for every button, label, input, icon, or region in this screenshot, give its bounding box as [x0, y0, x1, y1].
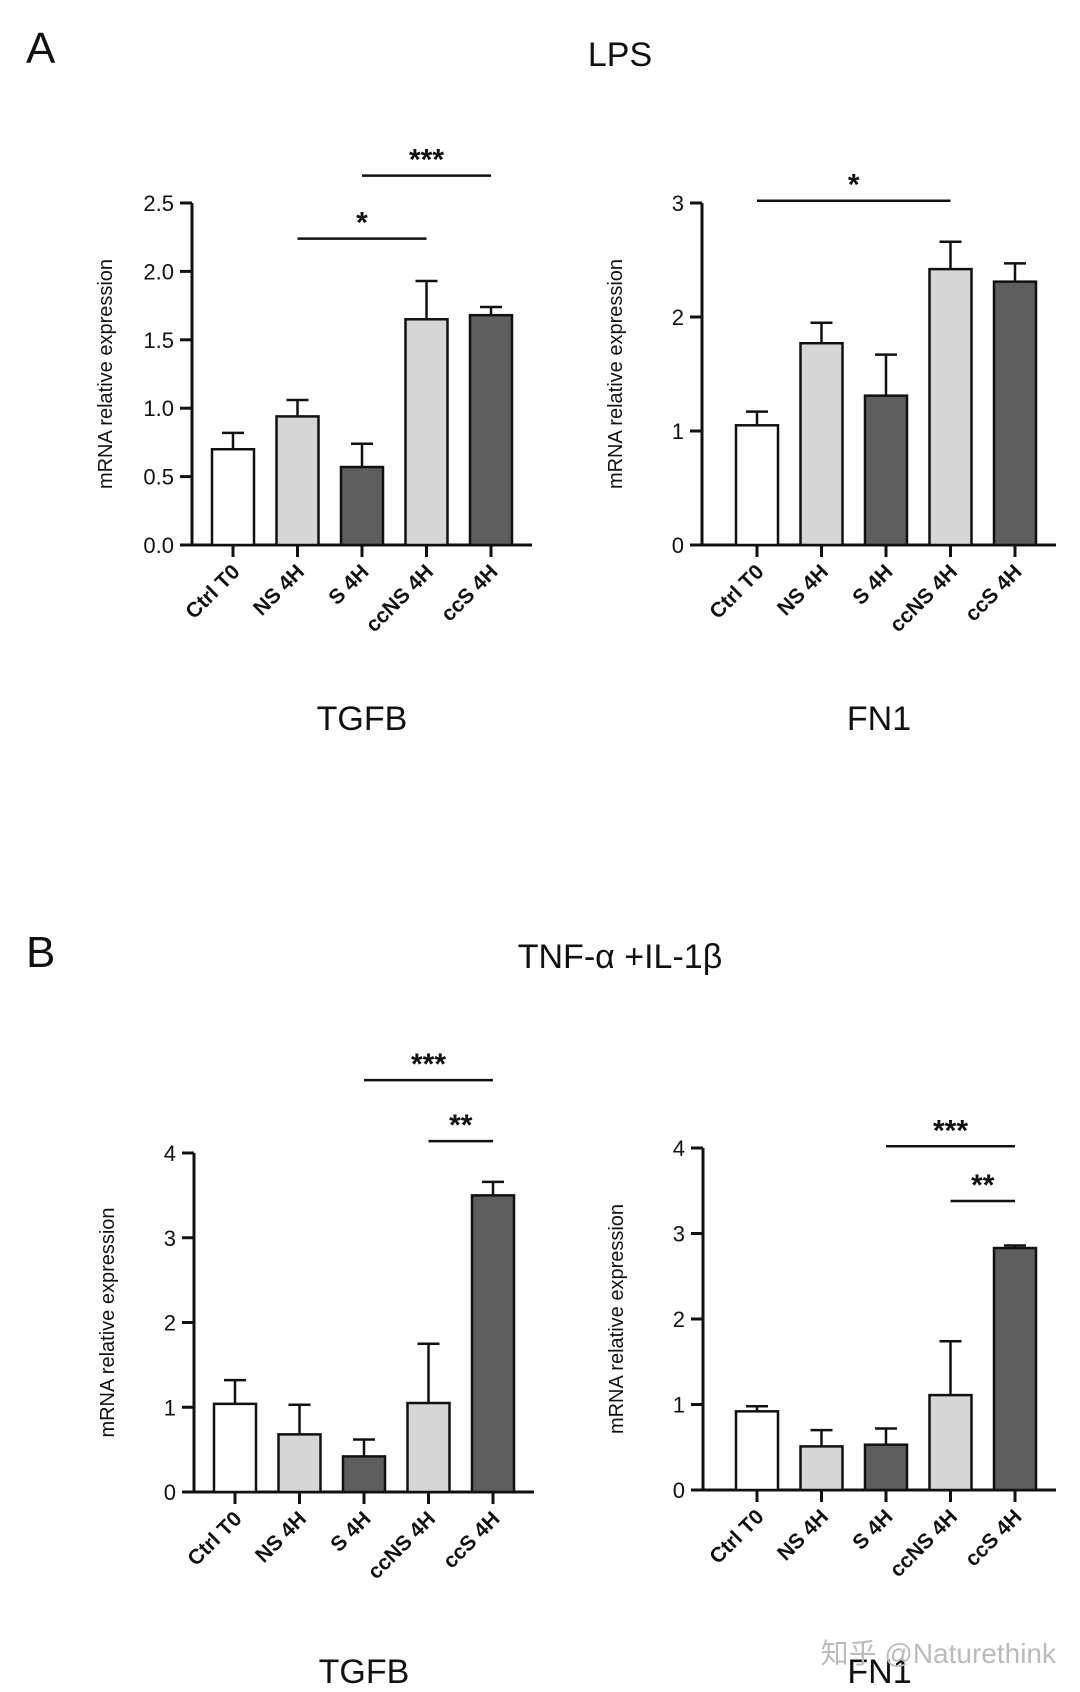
chart-title: TGFB: [319, 1653, 410, 1691]
x-tick-label: ccS 4H: [961, 560, 1027, 626]
chart-title: FN1: [847, 700, 911, 738]
x-tick-label: ccNS 4H: [362, 560, 439, 637]
significance-stars: **: [971, 1169, 995, 1202]
chart-title: TGFB: [317, 700, 408, 738]
panel-title-tnf: TNF-α +IL-1β: [517, 938, 723, 976]
bar-ctrl-t0: [734, 424, 780, 547]
y-tick-label: 0.5: [143, 465, 174, 490]
bar-s-4h: [863, 1443, 909, 1492]
panel-title-lps: LPS: [587, 36, 653, 74]
y-axis-label: mRNA relative expression: [606, 1204, 628, 1434]
x-tick-label: Ctrl T0: [705, 1505, 768, 1568]
y-axis-label: mRNA relative expression: [605, 259, 627, 489]
x-tick-label: S 4H: [848, 1505, 897, 1554]
y-tick-label: 1.0: [143, 396, 174, 421]
bar-s-4h: [341, 1455, 387, 1494]
bar-s-4h: [339, 465, 385, 547]
y-tick-label: 3: [673, 1222, 685, 1247]
significance-stars: *: [848, 169, 860, 202]
x-tick-label: NS 4H: [251, 1507, 311, 1567]
bar-ccs-4h: [992, 280, 1038, 547]
y-tick-label: 2.0: [143, 259, 174, 284]
chart-title: FN1: [847, 1653, 911, 1691]
x-tick-label: ccNS 4H: [886, 1505, 963, 1582]
significance-stars: **: [449, 1109, 473, 1142]
y-tick-label: 2: [672, 305, 684, 330]
y-tick-label: 2.5: [143, 191, 174, 216]
x-tick-label: Ctrl T0: [183, 1507, 246, 1570]
y-tick-label: 1.5: [143, 328, 174, 353]
x-tick-label: NS 4H: [773, 1505, 833, 1565]
bar-ccns-4h: [404, 318, 449, 547]
significance-stars: ***: [933, 1114, 968, 1147]
x-tick-label: Ctrl T0: [181, 560, 244, 623]
x-tick-label: ccS 4H: [439, 1507, 505, 1573]
x-tick-label: ccNS 4H: [886, 560, 963, 637]
y-tick-label: 4: [164, 1141, 176, 1166]
y-tick-label: 0: [672, 533, 684, 558]
y-tick-label: 2: [673, 1307, 685, 1332]
panel-letter-a: A: [26, 24, 56, 73]
x-tick-label: S 4H: [324, 560, 373, 609]
panel-letter-b: B: [26, 928, 56, 977]
x-tick-label: Ctrl T0: [705, 560, 768, 623]
bar-ns-4h: [275, 415, 320, 547]
x-tick-label: NS 4H: [249, 560, 309, 620]
bar-ccns-4h: [406, 1401, 451, 1494]
bar-ns-4h: [799, 341, 844, 547]
x-tick-label: S 4H: [326, 1507, 375, 1556]
bar-ccns-4h: [928, 267, 973, 547]
significance-stars: *: [356, 207, 368, 240]
chart-0-tgfb: 0.0 0.5 1.0 1.5 2.0 2.5 mRNA relative expressi…: [95, 144, 532, 738]
significance-stars: ***: [409, 144, 444, 177]
x-tick-label: ccS 4H: [961, 1505, 1027, 1571]
x-tick-label: ccNS 4H: [364, 1507, 441, 1584]
bar-ns-4h: [799, 1445, 844, 1492]
y-tick-label: 0: [673, 1478, 685, 1503]
y-tick-label: 1: [672, 419, 684, 444]
y-tick-label: 0: [164, 1480, 176, 1505]
bar-ccs-4h: [468, 313, 514, 547]
y-tick-label: 3: [672, 191, 684, 216]
chart-1-fn1: 0 1 2 3 mRNA relative expression Ctrl T0 NS 4H…: [605, 169, 1056, 738]
bar-ctrl-t0: [210, 447, 256, 547]
y-axis-label: mRNA relative expression: [95, 259, 117, 489]
bar-ns-4h: [277, 1433, 322, 1494]
bar-ctrl-t0: [734, 1410, 780, 1492]
x-tick-label: S 4H: [848, 560, 897, 609]
x-tick-label: ccS 4H: [437, 560, 503, 626]
significance-stars: ***: [411, 1048, 446, 1081]
y-tick-label: 1: [164, 1395, 176, 1420]
x-tick-label: NS 4H: [773, 560, 833, 620]
bar-ccns-4h: [928, 1393, 973, 1492]
chart-2-tgfb: 0 1 2 3 4 mRNA relative expression Ctrl T0 NS 4…: [97, 1048, 534, 1691]
y-tick-label: 3: [164, 1226, 176, 1251]
y-tick-label: 4: [673, 1136, 685, 1161]
y-tick-label: 0.0: [143, 533, 174, 558]
y-axis-label: mRNA relative expression: [97, 1207, 119, 1437]
bar-ccs-4h: [992, 1246, 1038, 1492]
bar-ctrl-t0: [212, 1402, 258, 1494]
bar-ccs-4h: [470, 1194, 516, 1494]
chart-3-fn1: 0 1 2 3 4 mRNA relative expression Ctrl T0 NS 4…: [606, 1114, 1056, 1691]
y-tick-label: 2: [164, 1311, 176, 1336]
bar-s-4h: [863, 394, 909, 547]
y-tick-label: 1: [673, 1393, 685, 1418]
watermark: 知乎 @Naturethink: [820, 1638, 1056, 1669]
